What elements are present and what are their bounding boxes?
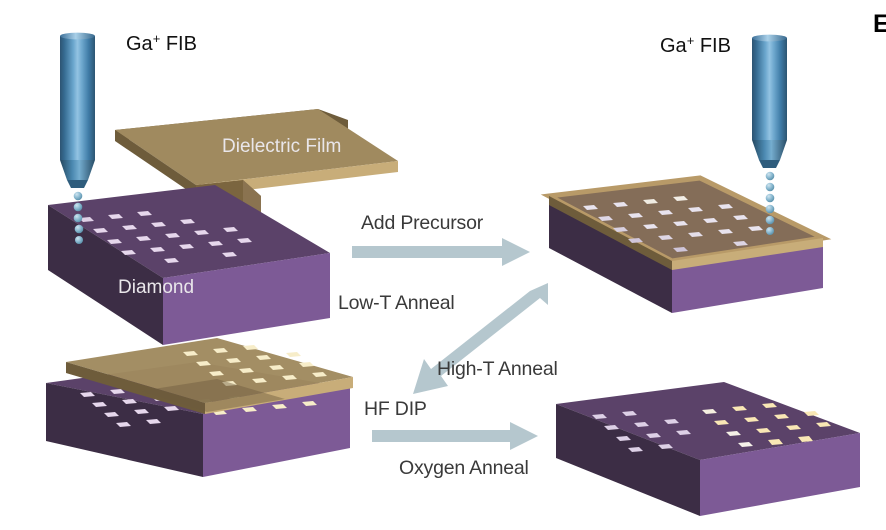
arrow-label-low-t-anneal: Low-T Anneal: [338, 292, 455, 314]
s3-film-plate: [66, 338, 353, 414]
fib-cap-right: [752, 34, 787, 42]
s4-pattern-left: [592, 411, 691, 452]
s3-film-left: [66, 362, 205, 414]
stage-2-group: Ga+ FIB: [540, 33, 832, 313]
s4-diamond-front: [700, 433, 860, 516]
film-side-thickness: [115, 130, 196, 196]
s2-film-left-band: [549, 196, 672, 270]
ion-beam-left: [73, 191, 84, 244]
arrow-anneal: Low-T Anneal High-T Anneal: [338, 283, 558, 394]
s3-diamond-front: [203, 388, 350, 477]
s4-diamond-top: [556, 382, 860, 460]
arrow-hf-dip: HF DIP Oxygen Anneal: [364, 398, 538, 479]
arrow-label-hf-dip: HF DIP: [364, 398, 427, 420]
diamond-top-face: [48, 185, 330, 278]
diamond-front-face: [163, 253, 330, 345]
diamond-pattern-grid: [79, 211, 252, 263]
fib-column-right: Ga+ FIB: [660, 33, 787, 235]
fib-body-left: [60, 36, 95, 160]
arrow-label-oxygen-anneal: Oxygen Anneal: [399, 457, 529, 479]
s3-diamond-left: [46, 383, 203, 477]
film-top-face: [115, 109, 398, 185]
arrow-label-add-precursor: Add Precursor: [361, 212, 484, 234]
ion-beam-right: [765, 171, 775, 235]
stage-4-group: [556, 382, 860, 516]
arrow-shape-hf-dip: [372, 422, 538, 450]
arrow-label-high-t-anneal: High-T Anneal: [437, 358, 558, 380]
diamond-caption: Diamond: [118, 277, 194, 298]
s2-film-front-band: [672, 238, 823, 270]
fib-nozzle-left: [67, 180, 88, 188]
fib-tip-right: [752, 140, 787, 160]
fib-cap-left: [60, 32, 95, 40]
s4-pattern-right: [702, 403, 831, 447]
arrow-shape-anneal: [413, 283, 548, 394]
fib-body-right: [752, 38, 787, 140]
panel-letter-group: E: [873, 10, 886, 38]
stage1-diamond-block: Diamond: [48, 185, 330, 345]
stage-3-group: [46, 338, 353, 477]
fib-tip-left: [60, 160, 95, 180]
stage-1-group: Dielectric Film: [48, 31, 398, 345]
dielectric-film-caption: Dielectric Film: [222, 136, 341, 157]
arrow-add-precursor: Add Precursor: [352, 212, 530, 266]
panel-letter: E: [873, 10, 886, 38]
s3-film-pattern: [183, 345, 327, 386]
fib-nozzle-right: [759, 160, 780, 168]
s2-pattern-grid: [583, 196, 763, 252]
fib-column-left: Ga+ FIB: [60, 31, 197, 244]
s2-film-overlay: [549, 178, 823, 261]
s3-film-top: [66, 338, 353, 403]
arrow-shape-add-precursor: [352, 238, 530, 266]
s3-film-front: [205, 377, 353, 414]
s3-film-overlap-shadow: [141, 379, 285, 412]
s2-diamond-left: [549, 196, 672, 313]
fib-label-right: Ga+ FIB: [660, 33, 731, 57]
fib-label-left: Ga+ FIB: [126, 31, 197, 55]
s4-diamond-left: [556, 404, 700, 516]
